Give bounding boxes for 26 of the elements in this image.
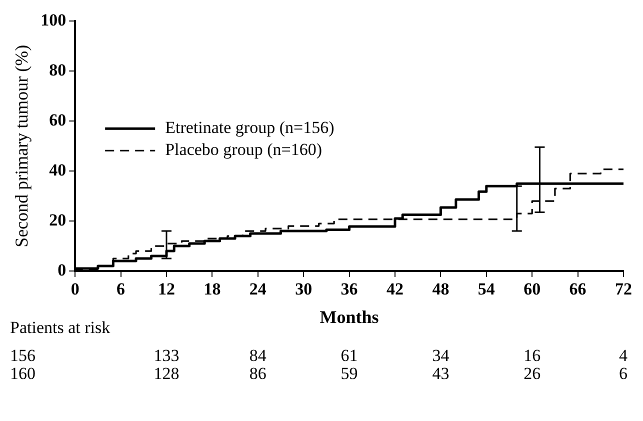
y-tick-label: 60 bbox=[49, 110, 66, 130]
text: Patients at risk bbox=[10, 318, 111, 337]
x-tick-label: 54 bbox=[478, 280, 496, 299]
text: 160 128 86 59 43 26 6 bbox=[10, 364, 628, 383]
x-tick-label: 66 bbox=[569, 280, 586, 299]
x-tick-label: 12 bbox=[158, 280, 175, 299]
x-tick-label: 30 bbox=[295, 280, 312, 299]
y-tick-label: 20 bbox=[49, 210, 66, 230]
x-tick-label: 48 bbox=[432, 280, 450, 299]
x-tick-label: 72 bbox=[615, 280, 632, 299]
x-tick-label: 60 bbox=[524, 280, 541, 299]
x-tick-label: 24 bbox=[249, 280, 267, 299]
y-tick-label: 80 bbox=[49, 60, 66, 80]
legend-label: Etretinate group (n=156) bbox=[165, 118, 334, 138]
y-tick-label: 0 bbox=[58, 260, 66, 280]
text: 156 133 84 61 34 16 4 bbox=[10, 346, 628, 365]
y-tick-label: 100 bbox=[40, 10, 66, 30]
legend-label: Placebo group (n=160) bbox=[165, 140, 322, 160]
y-tick-label: 40 bbox=[49, 160, 66, 180]
x-tick-label: 42 bbox=[386, 280, 404, 299]
x-tick-label: 18 bbox=[204, 280, 221, 299]
x-tick-label: 6 bbox=[116, 280, 126, 299]
x-tick-label: 0 bbox=[70, 280, 80, 299]
x-axis-title: Months bbox=[320, 306, 379, 327]
x-tick-label: 36 bbox=[340, 280, 358, 299]
y-axis-title: Second primary tumour (%) bbox=[12, 44, 32, 248]
